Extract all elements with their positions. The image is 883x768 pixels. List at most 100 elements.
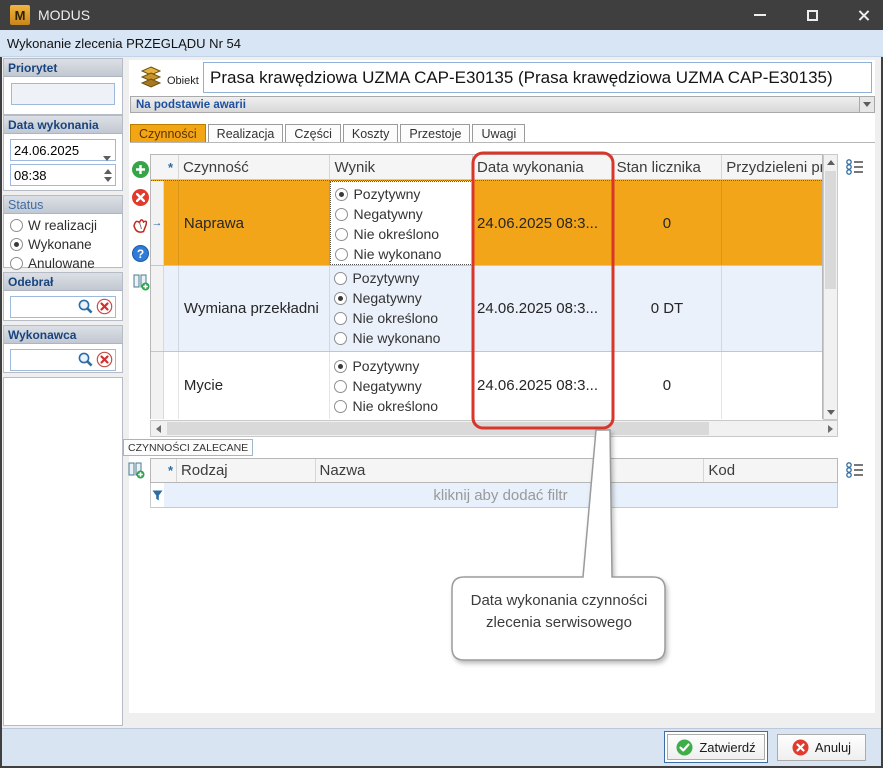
cell-czynnosc[interactable]: Naprawa [179,181,331,265]
required-column-header: * [164,155,179,179]
minimize-button[interactable] [743,0,777,30]
scroll-down-icon[interactable] [824,405,837,419]
add-row-button[interactable] [131,160,150,179]
date-input[interactable] [10,139,116,161]
table-row-mycie[interactable]: Mycie Pozytywny Negatywny Nie określono … [151,352,822,419]
check-icon [676,739,693,755]
source-dropdown-value: Na podstawie awarii [136,98,246,111]
cell-wynik[interactable]: Pozytywny Negatywny Nie określono Nie wy… [330,181,474,265]
dropdown-arrow-icon[interactable] [859,97,874,112]
column-header-data-wykonania[interactable]: Data wykonania [473,155,613,179]
column-header-stan-licznika[interactable]: Stan licznika [613,155,723,179]
tab-przestoje[interactable]: Przestoje [400,124,471,143]
wynik-option[interactable]: Negatywny [334,288,472,308]
tab-realizacja[interactable]: Realizacja [207,124,284,143]
grid-header[interactable]: * Czynność Wynik Data wykonania Stan lic… [150,154,823,180]
radio-icon[interactable] [10,238,23,251]
scroll-left-icon[interactable] [151,421,165,436]
clear-button[interactable] [131,216,150,235]
clear-value-icon[interactable] [96,298,113,320]
column-chooser-button[interactable] [845,461,865,484]
cell-czynnosc[interactable]: Wymiana przekładni [179,266,331,351]
wynik-option[interactable]: Nie określono [334,396,472,416]
status-panel: Status W realizacji Wykonane Anulowane [3,195,123,271]
cancel-icon [792,739,809,756]
spin-up-icon[interactable] [104,169,112,174]
wynik-option[interactable]: Nie wykonano [334,328,472,348]
cell-przydzieleni[interactable] [722,181,822,265]
column-header-kod[interactable]: Kod [708,462,736,479]
cell-wynik[interactable]: Pozytywny Negatywny Nie określono [330,352,474,419]
confirm-button[interactable]: Zatwierdź [667,734,765,760]
zalecane-tab[interactable]: CZYNNOŚCI ZALECANE [123,439,254,456]
window-border-right [881,57,883,768]
time-spinner[interactable] [104,169,112,182]
status-option-wykonane[interactable]: Wykonane [10,237,116,252]
odebral-input[interactable] [10,296,116,318]
tab-czynnosci[interactable]: Czynności [130,124,206,143]
column-header-nazwa[interactable]: Nazwa [316,459,705,482]
radio-icon[interactable] [10,257,23,270]
spin-down-icon[interactable] [104,177,112,182]
zalecane-filter-row[interactable]: kliknij aby dodać filtr [150,483,838,508]
obiekt-input[interactable] [203,62,872,93]
wynik-option[interactable]: Pozytywny [334,356,472,376]
wynik-option[interactable]: Negatywny [335,204,472,224]
cell-data-wykonania[interactable]: 24.06.2025 08:3... [473,266,613,351]
cell-wynik[interactable]: Pozytywny Negatywny Nie określono Nie wy… [330,266,474,351]
cell-stan-licznika[interactable]: 0 [613,352,723,419]
cell-przydzieleni[interactable] [722,352,822,419]
delete-row-button[interactable] [131,188,150,207]
table-row-wymiana[interactable]: Wymiana przekładni Pozytywny Negatywny N… [151,266,822,352]
scrollbar-thumb[interactable] [825,171,836,289]
cell-czynnosc[interactable]: Mycie [179,352,331,419]
priorytet-input[interactable] [11,83,115,105]
zalecane-grid-header[interactable]: * Rodzaj Nazwa Kod [150,458,838,483]
cancel-button[interactable]: Anuluj [777,734,866,761]
wynik-option[interactable]: Negatywny [334,376,472,396]
titlebar[interactable]: M MODUS [0,0,883,30]
status-option-anulowane[interactable]: Anulowane [10,256,116,271]
add-filter-prompt[interactable]: kliknij aby dodać filtr [164,483,837,507]
column-chooser-icon [846,159,863,175]
date-dropdown-icon[interactable] [103,148,111,166]
column-header-wynik[interactable]: Wynik [330,155,474,179]
wynik-option[interactable]: Pozytywny [334,268,472,288]
column-chooser-button[interactable] [845,158,865,181]
column-header-rodzaj[interactable]: Rodzaj [177,459,316,482]
close-button[interactable] [846,0,880,30]
search-icon[interactable] [77,298,94,320]
time-input[interactable] [10,164,116,186]
help-button[interactable]: ? [131,244,150,263]
cell-stan-licznika[interactable]: 0 [613,181,723,265]
cell-data-wykonania[interactable]: 24.06.2025 08:3... [473,181,613,265]
cell-stan-licznika[interactable]: 0 DT [613,266,723,351]
scroll-up-icon[interactable] [824,155,837,169]
clear-icon [133,219,148,233]
wykonawca-input[interactable] [10,349,116,371]
tab-czesci[interactable]: Części [285,124,341,143]
column-header-czynnosc[interactable]: Czynność [179,155,331,179]
tab-uwagi[interactable]: Uwagi [472,124,526,143]
clear-value-icon[interactable] [96,351,113,373]
source-dropdown[interactable]: Na podstawie awarii [130,96,875,113]
wynik-option[interactable]: Nie określono [334,308,472,328]
cell-data-wykonania[interactable]: 24.06.2025 08:3... [473,352,613,419]
radio-icon[interactable] [10,219,23,232]
scrollbar-thumb[interactable] [167,422,709,435]
add-column-button[interactable] [131,272,150,291]
table-row-naprawa[interactable]: → Naprawa Pozytywny Negatywny Nie określ… [151,180,822,266]
status-option-w-realizacji[interactable]: W realizacji [10,218,116,233]
wynik-option[interactable]: Pozytywny [335,184,472,204]
scroll-right-icon[interactable] [823,421,837,436]
cell-przydzieleni[interactable] [722,266,822,351]
add-column-button[interactable] [126,460,145,479]
tab-koszty[interactable]: Koszty [342,124,399,143]
vertical-scrollbar[interactable] [823,154,838,420]
wynik-option[interactable]: Nie wykonano [335,244,472,264]
horizontal-scrollbar[interactable] [150,420,838,437]
maximize-button[interactable] [795,0,829,30]
search-icon[interactable] [77,351,94,373]
wynik-option[interactable]: Nie określono [335,224,472,244]
column-header-przydzieleni[interactable]: Przydzieleni pr [726,158,822,176]
